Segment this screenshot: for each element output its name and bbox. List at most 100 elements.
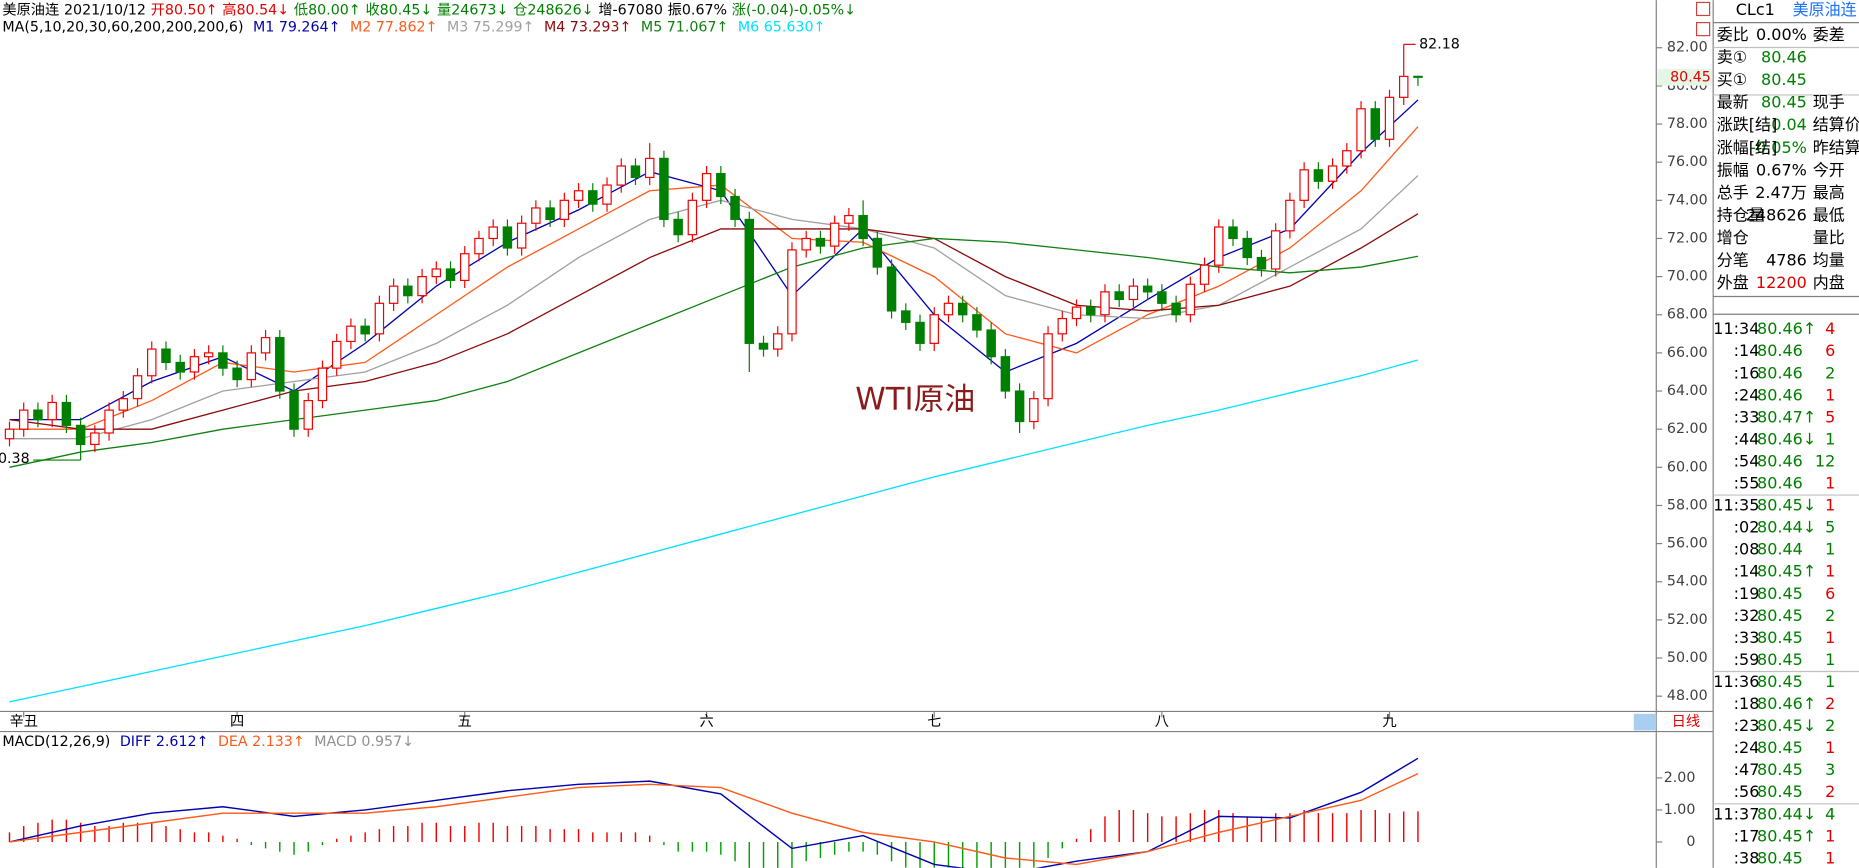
candle-body (730, 195, 740, 220)
candle-body (431, 268, 442, 278)
tick-volume: 1 (1825, 672, 1835, 691)
quote-value: 12200 (1756, 273, 1807, 292)
candle-body (630, 165, 641, 179)
period-label[interactable]: 日线 (1672, 713, 1700, 730)
candle-body (303, 399, 313, 430)
status-item: 开80.50↑ (151, 3, 218, 19)
tick-price: 80.44↓ (1757, 804, 1816, 823)
candle-body (531, 207, 541, 224)
y-tick-label: 78.00 (1667, 116, 1708, 132)
quote-extra: 最高 (1813, 183, 1845, 202)
candle-body (687, 199, 698, 236)
candle-body (943, 302, 954, 316)
y-tick-label: 58.00 (1667, 497, 1708, 513)
quote-value: -0.05% (1750, 138, 1807, 157)
x-tick-label: 九 (1382, 713, 1396, 730)
toolbar-icon[interactable] (1695, 1, 1711, 17)
low-label: 60.38 (0, 451, 30, 467)
y-tick-label: 52.00 (1667, 612, 1708, 628)
candle-body (417, 276, 427, 297)
tick-time: :19 (1734, 584, 1760, 603)
tick-volume: 3 (1825, 760, 1835, 779)
tick-price: 80.46↑ (1757, 694, 1816, 713)
candle-body (1370, 108, 1381, 140)
y-tick-label: 68.00 (1667, 307, 1708, 323)
tick-price: 80.46 (1757, 385, 1803, 404)
tick-time: :33 (1734, 407, 1760, 426)
quote-label: 涨幅[结] (1717, 138, 1777, 157)
macd-line (9, 773, 1419, 866)
tick-volume: 1 (1825, 496, 1835, 515)
last-price-label: 80.45 (1670, 69, 1711, 85)
tick-price: 80.46 (1757, 474, 1803, 493)
quote-extra: 量比 (1813, 228, 1845, 247)
quote-label: 卖① (1717, 48, 1747, 67)
tick-time: :59 (1734, 650, 1760, 669)
candle-body (801, 237, 811, 251)
candle-body (189, 356, 200, 373)
quote-value: 80.45 (1761, 93, 1807, 112)
candle-body (602, 184, 612, 205)
candle-body (1342, 150, 1352, 167)
candle-body (360, 325, 370, 335)
tick-volume: 4 (1825, 319, 1835, 338)
y-tick-label: 64.00 (1667, 383, 1708, 399)
tick-price: 80.45↑ (1757, 826, 1816, 845)
legend-entry: MACD 0.957↓ (314, 734, 414, 750)
tick-volume: 12 (1815, 451, 1835, 470)
candle-body (1327, 165, 1338, 182)
legend-entry: DIFF 2.612↑ (120, 734, 209, 750)
candle-body (1057, 317, 1068, 335)
macd-title: MACD(12,26,9) (2, 734, 110, 750)
tick-time: :08 (1734, 540, 1760, 559)
tick-price: 80.44↓ (1757, 518, 1816, 537)
tick-price: 80.45 (1757, 738, 1803, 757)
tick-price: 80.45 (1757, 628, 1803, 647)
candle-body (1242, 237, 1252, 259)
tick-volume: 1 (1825, 738, 1835, 757)
candle-body (1256, 256, 1267, 270)
tick-price: 80.44 (1757, 540, 1803, 559)
quote-extra: 今开 (1813, 160, 1845, 179)
status-line: 美原油连 2021/10/12 开80.50↑ 高80.54↓ 低80.00↑ 收80.4… (2, 2, 856, 19)
candle-body (132, 375, 143, 400)
quote-extra: 现手 (1813, 93, 1845, 112)
candle-body (901, 310, 911, 323)
quote-label: 外盘 (1717, 273, 1749, 292)
status-item: 量24673↓ (437, 3, 508, 19)
tick-time: :18 (1734, 694, 1760, 713)
legend-entry: M6 65.630↑ (738, 19, 826, 35)
candle-body (659, 157, 669, 220)
tick-price: 80.46 (1757, 451, 1803, 470)
candle-body (986, 329, 996, 358)
x-tick-label: 六 (699, 713, 713, 730)
status-item: 仓248626↓ (513, 2, 593, 19)
y-tick-label: 74.00 (1667, 192, 1708, 208)
candle-body (61, 401, 72, 426)
y-tick-label: 66.00 (1667, 345, 1708, 361)
quote-label: 买① (1717, 70, 1747, 89)
quote-extra: 昨结算 (1813, 138, 1859, 157)
y-tick-label: 50.00 (1667, 650, 1708, 666)
status-item: 高80.54↓ (222, 2, 289, 19)
candle-body (673, 218, 683, 236)
candle-body (289, 390, 299, 430)
tick-price: 80.45 (1757, 606, 1803, 625)
toolbar-icon[interactable] (1695, 22, 1711, 37)
high-label: 82.18 (1419, 36, 1460, 52)
candle-body (559, 199, 570, 220)
y-tick-label: 62.00 (1667, 421, 1708, 437)
candle-body (104, 409, 114, 434)
tick-volume: 1 (1825, 628, 1835, 647)
tick-time: :16 (1734, 363, 1760, 382)
candle-body (1214, 226, 1224, 266)
tick-price: 80.45 (1757, 760, 1803, 779)
x-tick-label: 七 (927, 713, 941, 730)
tick-time: :02 (1734, 518, 1760, 537)
status-item: 美原油连 (2, 2, 59, 19)
y-tick-label: 0 (1686, 834, 1695, 850)
tick-volume: 1 (1825, 429, 1835, 448)
candle-body (972, 314, 982, 331)
tick-price: 80.45↑ (1757, 562, 1816, 581)
scroll-thumb[interactable] (1633, 713, 1657, 731)
